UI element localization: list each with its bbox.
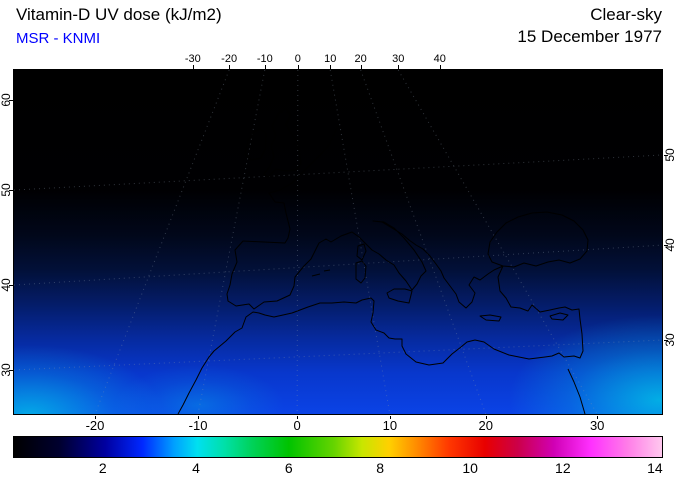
coastline-mainland: [177, 125, 584, 414]
map-canvas: [14, 70, 662, 414]
axis-tick-mark: [597, 416, 599, 419]
top-axis-tick-label: -30: [184, 53, 201, 65]
uv-bright-region-morocco: [114, 365, 284, 414]
top-axis-tick-label: -10: [256, 53, 273, 65]
colorbar: [13, 436, 663, 458]
axis-tick-mark: [198, 416, 200, 419]
date-label: 15 December 1977: [517, 27, 662, 46]
page-title: Vitamin-D UV dose (kJ/m2): [16, 5, 222, 24]
top-axis-tick-label: 40: [433, 53, 446, 65]
axis-tick-mark: [664, 154, 668, 156]
uv-bright-region-southeast: [509, 315, 662, 414]
coastline-ireland: [244, 128, 267, 161]
colorbar-tick-label: 6: [284, 460, 293, 476]
colorbar-tick-label: 8: [376, 460, 385, 476]
bottom-axis-tick-label: 20: [478, 418, 493, 433]
axis-tick-mark: [664, 340, 668, 342]
top-axis-tick-label: 30: [392, 53, 405, 65]
colorbar-tick-label: 12: [555, 460, 571, 476]
axis-tick-mark: [9, 99, 13, 101]
axis-tick-mark: [360, 65, 362, 69]
top-axis-tick-label: 10: [324, 53, 337, 65]
source-label: MSR - KNMI: [16, 30, 101, 47]
colorbar-tick-label: 4: [192, 460, 200, 476]
axis-tick-mark: [9, 285, 13, 286]
axis-tick-mark: [664, 245, 668, 247]
colorbar-tick-label: 14: [647, 460, 663, 476]
top-axis-tick-label: 20: [354, 53, 367, 65]
bottom-axis-tick-label: -10: [188, 418, 208, 433]
colorbar-tick-label: 10: [462, 460, 478, 476]
axis-tick-mark: [297, 416, 299, 419]
coastline-corsica: [356, 243, 367, 261]
axis-tick-mark: [439, 65, 441, 69]
graticule-gridlines: [14, 70, 662, 414]
colorbar-gradient: [14, 437, 662, 457]
axis-tick-mark: [264, 65, 266, 69]
colorbar-tick-label: 2: [98, 460, 107, 476]
bottom-axis-tick-label: -20: [85, 418, 105, 433]
bottom-axis-tick-label: 30: [589, 418, 605, 433]
top-axis-tick-label: -20: [221, 53, 238, 65]
condition-label: Clear-sky: [590, 5, 662, 24]
axis-tick-mark: [389, 416, 391, 419]
coastline-cyprus: [549, 312, 569, 321]
coastline-sardinia: [355, 260, 367, 284]
coastline-black-sea: [487, 211, 589, 268]
axis-tick-mark: [9, 369, 13, 371]
axis-tick-mark: [192, 65, 194, 69]
coastline-sicily: [386, 288, 413, 304]
coastline-britain: [263, 108, 302, 178]
coastline-red-sea: [567, 368, 586, 414]
bottom-axis-tick-label: 10: [382, 418, 398, 433]
axis-tick-mark: [95, 416, 96, 419]
axis-tick-mark: [297, 65, 299, 69]
axis-tick-mark: [9, 190, 13, 192]
coastline-crete: [479, 314, 502, 322]
map-plot-area: [13, 69, 663, 415]
bottom-axis-tick-label: 0: [293, 418, 301, 433]
axis-tick-mark: [229, 65, 231, 69]
coastlines: [177, 108, 589, 414]
axis-tick-mark: [398, 65, 400, 69]
axis-tick-mark: [330, 65, 332, 69]
coastline-balearics: [311, 269, 331, 277]
axis-tick-mark: [485, 416, 487, 419]
top-axis-tick-label: 0: [294, 53, 301, 65]
